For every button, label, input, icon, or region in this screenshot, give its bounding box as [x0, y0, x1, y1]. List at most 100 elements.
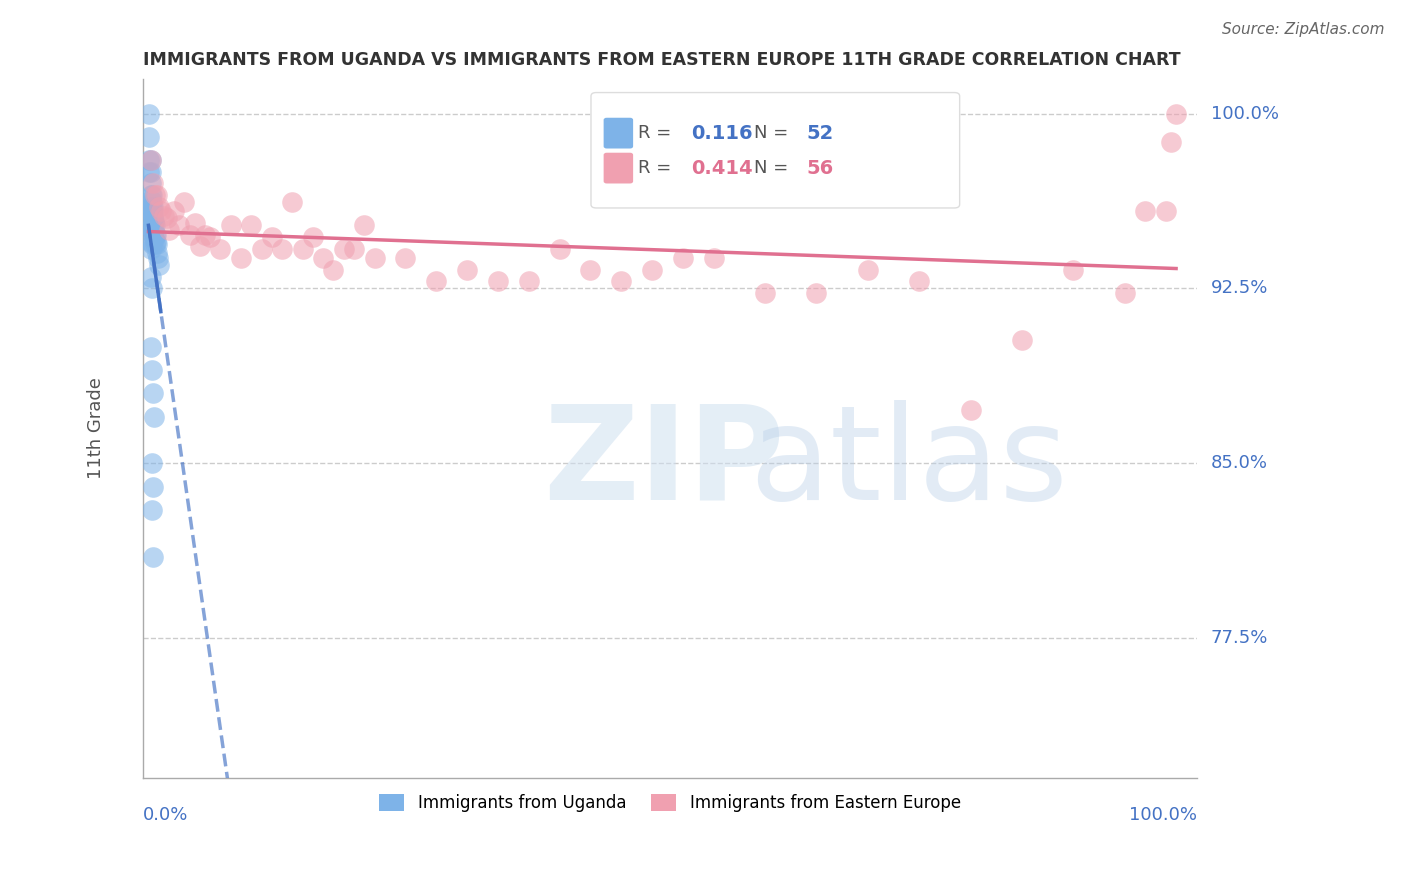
Point [179, 227, 201, 242]
Point [141, 237, 163, 252]
Text: N =: N = [754, 159, 789, 178]
Point [209, 242, 232, 256]
Point [142, 216, 165, 230]
Text: 56: 56 [807, 159, 834, 178]
Point [425, 274, 447, 288]
Point [143, 227, 166, 242]
Text: 11th Grade: 11th Grade [87, 377, 105, 479]
Point [138, 106, 160, 120]
Point [142, 223, 165, 237]
Point [198, 230, 221, 244]
Point [145, 188, 167, 202]
Point [1011, 333, 1033, 347]
Point [142, 409, 165, 424]
Point [959, 402, 981, 417]
Point [139, 153, 162, 168]
Point [806, 286, 828, 301]
Point [141, 363, 163, 377]
Point [1164, 106, 1187, 120]
Point [143, 237, 166, 252]
Point [141, 200, 163, 214]
Point [145, 235, 167, 249]
Point [672, 251, 695, 265]
Point [754, 286, 776, 301]
Text: 0.0%: 0.0% [143, 806, 188, 824]
Point [183, 216, 205, 230]
Point [145, 246, 167, 260]
Point [141, 211, 163, 226]
Point [141, 223, 163, 237]
Point [1114, 286, 1136, 301]
Text: 0.116: 0.116 [690, 124, 752, 143]
Point [138, 165, 160, 179]
Point [139, 242, 162, 256]
Point [145, 227, 167, 242]
Text: 92.5%: 92.5% [1211, 279, 1268, 297]
Point [142, 200, 165, 214]
Text: R =: R = [638, 124, 672, 142]
Point [312, 251, 335, 265]
Point [394, 251, 416, 265]
Point [139, 188, 162, 202]
Point [141, 281, 163, 295]
Point [1135, 204, 1157, 219]
Point [148, 258, 170, 272]
Point [148, 200, 170, 214]
Point [343, 242, 366, 256]
Point [703, 251, 725, 265]
Point [143, 188, 166, 202]
Text: ZIP: ZIP [544, 400, 785, 527]
Point [142, 204, 165, 219]
Point [1062, 262, 1084, 277]
Text: 0.414: 0.414 [690, 159, 752, 178]
Text: IMMIGRANTS FROM UGANDA VS IMMIGRANTS FROM EASTERN EUROPE 11TH GRADE CORRELATION : IMMIGRANTS FROM UGANDA VS IMMIGRANTS FRO… [143, 51, 1181, 69]
Point [142, 214, 165, 228]
Text: Source: ZipAtlas.com: Source: ZipAtlas.com [1222, 22, 1385, 37]
Point [908, 274, 931, 288]
Point [139, 340, 162, 354]
Point [139, 165, 162, 179]
Text: 100.0%: 100.0% [1211, 104, 1278, 122]
Point [138, 129, 160, 144]
Legend: Immigrants from Uganda, Immigrants from Eastern Europe: Immigrants from Uganda, Immigrants from … [373, 787, 967, 819]
Text: R =: R = [638, 159, 672, 178]
Point [271, 242, 294, 256]
Point [139, 220, 162, 235]
Point [240, 219, 263, 233]
Point [142, 211, 165, 226]
Point [281, 195, 304, 210]
Text: N =: N = [754, 124, 789, 142]
Point [173, 195, 195, 210]
Point [363, 251, 385, 265]
Point [141, 207, 163, 221]
Point [610, 274, 633, 288]
Point [145, 237, 167, 252]
Text: 52: 52 [807, 124, 834, 143]
Point [153, 209, 176, 223]
Point [139, 235, 162, 249]
Point [353, 219, 375, 233]
Point [1160, 135, 1182, 149]
Point [139, 153, 162, 168]
Point [141, 204, 163, 219]
Point [142, 177, 165, 191]
Point [141, 195, 163, 210]
Point [1154, 204, 1177, 219]
Point [456, 262, 478, 277]
Point [579, 262, 602, 277]
Point [332, 242, 354, 256]
Point [291, 242, 314, 256]
Point [149, 204, 172, 219]
Point [142, 227, 165, 242]
Text: 85.0%: 85.0% [1211, 454, 1268, 472]
Text: atlas: atlas [749, 400, 1069, 527]
Point [548, 242, 571, 256]
Point [229, 251, 252, 265]
FancyBboxPatch shape [591, 93, 960, 208]
Point [302, 230, 325, 244]
Point [219, 219, 242, 233]
Point [163, 204, 186, 219]
Point [143, 219, 166, 233]
Point [856, 262, 879, 277]
Point [139, 193, 162, 207]
